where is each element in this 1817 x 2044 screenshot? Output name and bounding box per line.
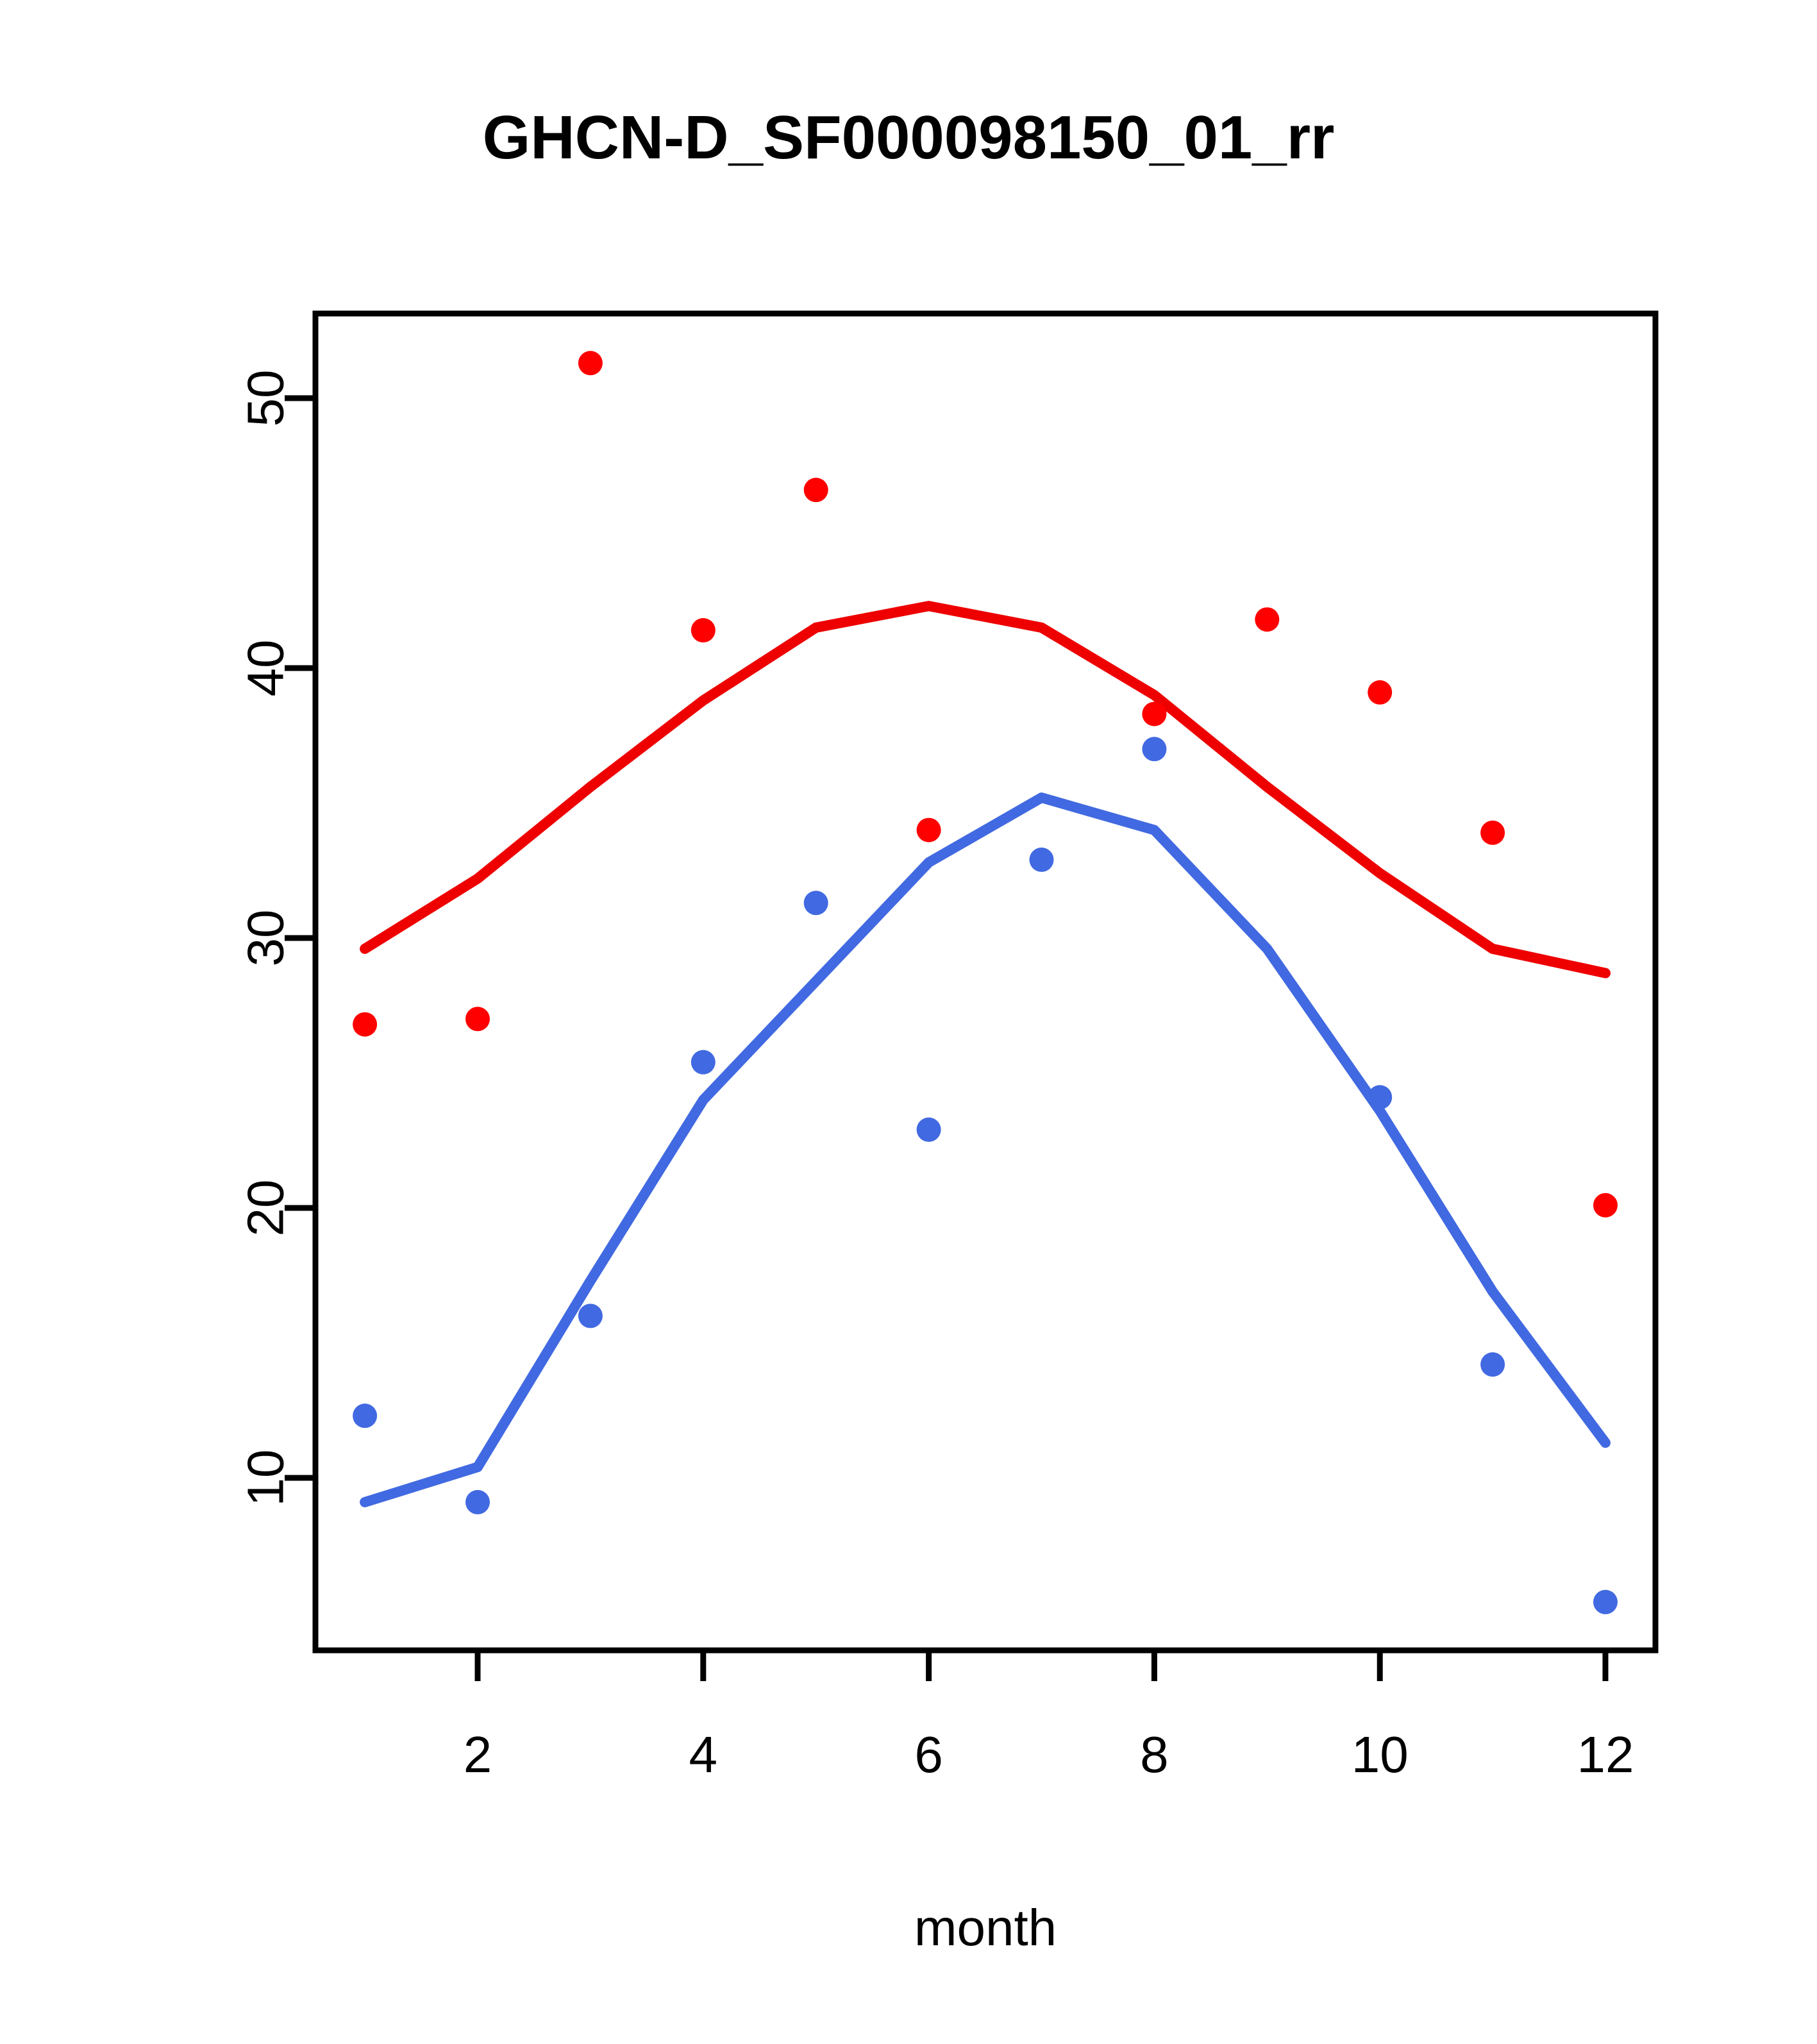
x-axis-tick-label: 10 [1352,1726,1409,1783]
data-point-red-points [465,1007,490,1032]
data-point-red-points [803,478,828,503]
data-point-red-points [1368,680,1393,705]
y-axis-tick-label: 30 [237,910,294,967]
data-point-blue-points [691,1050,716,1075]
x-axis-tick-label: 6 [914,1726,943,1783]
page-title: GHCN-D_SF000098150_01_rr [482,103,1335,172]
x-axis-tick-label: 8 [1140,1726,1169,1783]
data-point-blue-points [578,1303,603,1328]
y-axis-tick-label: 50 [237,370,294,427]
plot-frame [312,310,1659,1654]
y-axis-tick-label: 10 [237,1450,294,1507]
y-axis-tick-label: 40 [237,640,294,697]
data-point-red-points [353,1012,378,1037]
data-point-red-points [1593,1193,1618,1218]
data-point-blue-points [1142,737,1167,762]
x-axis-tick-label: 4 [689,1726,718,1783]
data-point-blue-points [1480,1352,1505,1377]
data-point-blue-points [803,891,828,916]
data-point-blue-points [1368,1085,1393,1110]
y-axis-tick-label: 20 [237,1180,294,1237]
series-line-red-line [360,601,1611,978]
series-line-blue-line [360,792,1611,1507]
data-point-red-points [1480,820,1505,845]
data-point-red-points [691,618,716,643]
data-point-blue-points [1593,1589,1618,1614]
data-point-red-points [916,817,941,842]
data-point-blue-points [916,1117,941,1142]
x-axis-tick-label: 2 [464,1726,492,1783]
data-point-red-points [578,351,603,376]
data-point-blue-points [353,1403,378,1428]
data-point-blue-points [1029,847,1054,872]
data-point-red-points [1142,701,1167,726]
x-axis-tick-label: 12 [1577,1726,1634,1783]
data-point-red-points [1255,607,1280,632]
x-axis-title: month [914,1899,1057,1956]
data-point-blue-points [465,1489,490,1514]
